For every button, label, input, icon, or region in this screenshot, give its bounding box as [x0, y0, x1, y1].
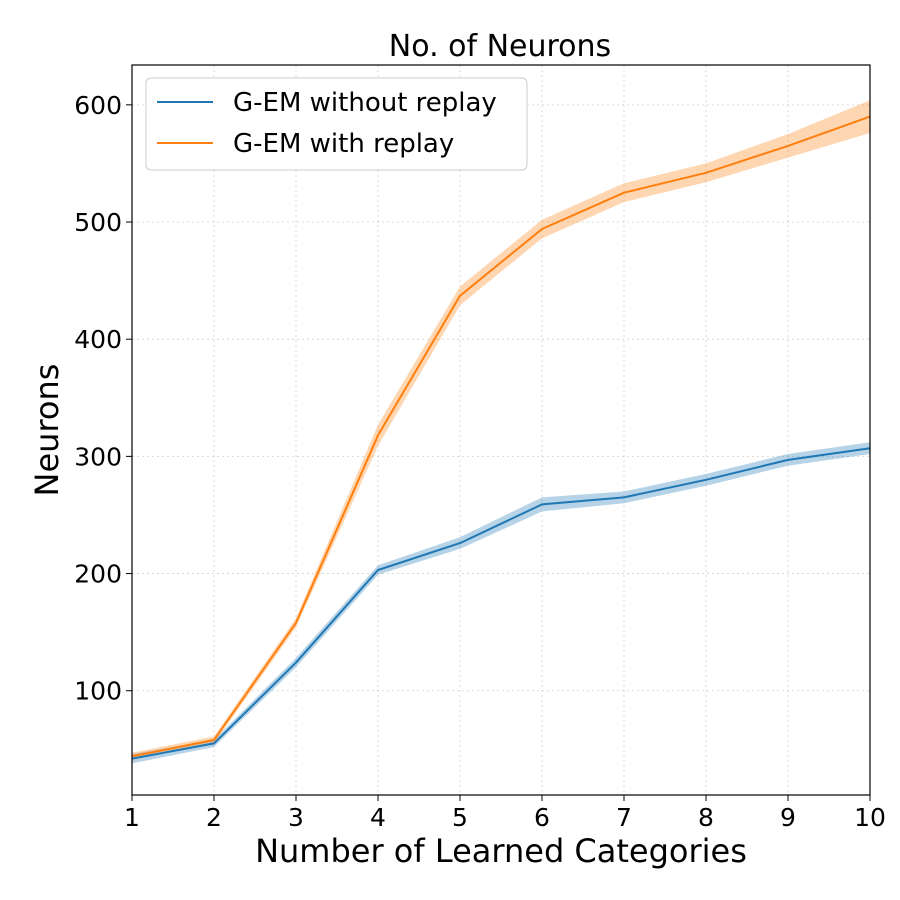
y-tick-label: 500: [74, 208, 122, 237]
grid: [131, 65, 871, 795]
x-axis-label: Number of Learned Categories: [255, 832, 747, 870]
y-tick-label: 100: [74, 677, 122, 706]
band-with-replay: [132, 100, 870, 760]
plot-frame: [131, 64, 871, 796]
legend-label-without-replay: G-EM without replay: [233, 88, 497, 118]
series-line-with-replay: [131, 115, 871, 758]
legend: G-EM without replay G-EM with replay: [145, 77, 528, 171]
y-tick-label: 300: [74, 442, 122, 471]
x-tick-label: 8: [698, 803, 714, 832]
x-tick-label: 5: [452, 803, 468, 832]
y-axis-label: Neurons: [28, 364, 66, 497]
x-tick-label: 4: [370, 803, 386, 832]
x-tick-label: 10: [854, 803, 886, 832]
series-line-without-replay: [131, 447, 871, 760]
y-tick-label: 600: [74, 91, 122, 120]
series-lines: [131, 115, 871, 760]
y-tick-label: 200: [74, 560, 122, 589]
x-tick-label: 1: [124, 803, 140, 832]
x-tick-label: 3: [288, 803, 304, 832]
y-tick-label: 400: [74, 325, 122, 354]
x-tick-label: 9: [780, 803, 796, 832]
x-axis-ticks: 1 2 3 4 5 6 7 8 9 10: [124, 795, 886, 832]
legend-label-with-replay: G-EM with replay: [233, 129, 454, 159]
legend-frame: [145, 77, 528, 171]
confidence-bands: [132, 100, 870, 764]
x-tick-label: 2: [206, 803, 222, 832]
chart-title: No. of Neurons: [389, 29, 611, 64]
x-tick-label: 7: [616, 803, 632, 832]
x-tick-label: 6: [534, 803, 550, 832]
y-axis-ticks: 100 200 300 400 500 600: [74, 91, 132, 706]
